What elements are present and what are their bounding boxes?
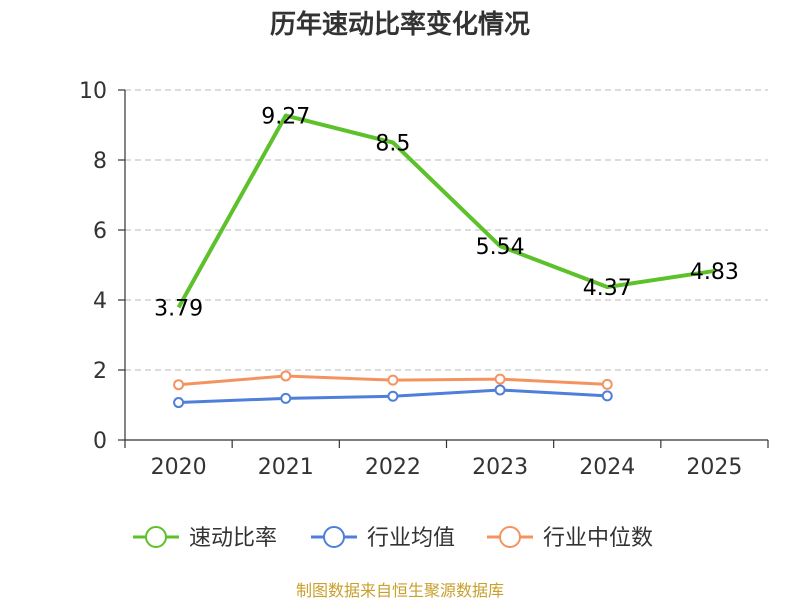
series-marker-1 <box>280 392 292 404</box>
data-label: 8.5 <box>375 132 410 157</box>
series-group <box>173 113 715 409</box>
data-label: 4.83 <box>690 260 739 285</box>
legend: 速动比率 行业均值 行业中位数 <box>133 526 653 551</box>
series-marker-1 <box>601 390 613 402</box>
legend-marker-1 <box>323 526 345 548</box>
source-note: 制图数据来自恒生聚源数据库 <box>296 581 504 600</box>
series-marker-2 <box>387 374 399 386</box>
y-tick-label: 10 <box>79 79 107 104</box>
series-marker-1 <box>387 390 399 402</box>
legend-label-0: 速动比率 <box>189 526 277 551</box>
y-tick-label: 6 <box>93 219 107 244</box>
x-tick-label: 2020 <box>151 455 207 480</box>
x-tick-label: 2022 <box>365 455 421 480</box>
data-label: 4.37 <box>583 276 632 301</box>
legend-marker-2 <box>499 526 521 548</box>
y-tick-label: 2 <box>93 359 107 384</box>
legend-label-2: 行业中位数 <box>543 526 653 551</box>
legend-label-1: 行业均值 <box>367 526 455 551</box>
series-marker-2 <box>494 373 506 385</box>
series-marker-2 <box>601 378 613 390</box>
legend-marker-0 <box>145 526 167 548</box>
data-label: 5.54 <box>476 235 525 260</box>
series-marker-1 <box>173 397 185 409</box>
data-label: 9.27 <box>261 105 310 130</box>
data-labels: 3.79 9.27 8.5 5.54 4.37 4.83 <box>154 105 739 322</box>
series-marker-2 <box>173 379 185 391</box>
axes: 0 2 4 6 8 10 2020 2021 2022 2023 2024 2025 <box>79 79 769 480</box>
grid-lines <box>125 89 768 371</box>
series-line-0 <box>176 113 715 309</box>
x-tick-label: 2024 <box>579 455 635 480</box>
x-tick-label: 2021 <box>258 455 314 480</box>
series-marker-1 <box>494 384 506 396</box>
x-tick-label: 2025 <box>686 455 742 480</box>
x-tick-label: 2023 <box>472 455 528 480</box>
data-label: 3.79 <box>154 296 203 321</box>
series-marker-2 <box>280 370 292 382</box>
y-tick-label: 4 <box>93 289 107 314</box>
y-tick-label: 8 <box>93 149 107 174</box>
y-tick-label: 0 <box>93 429 107 454</box>
chart-title: 历年速动比率变化情况 <box>270 9 530 40</box>
